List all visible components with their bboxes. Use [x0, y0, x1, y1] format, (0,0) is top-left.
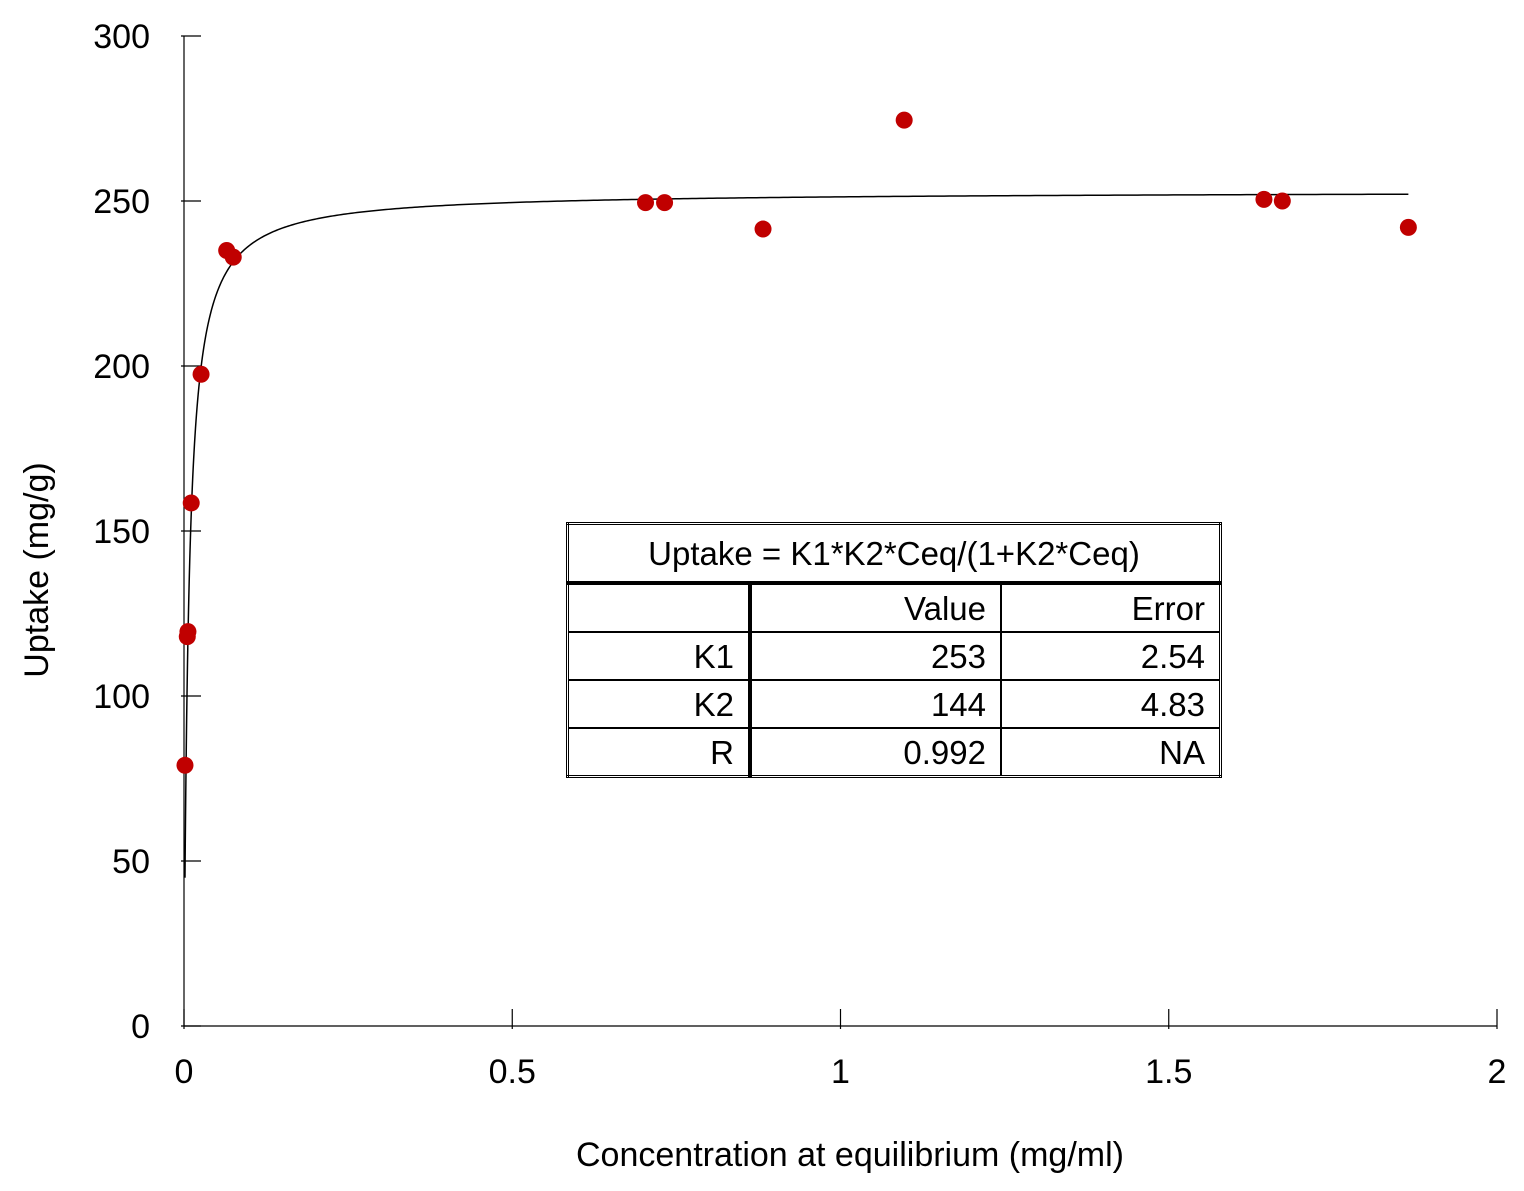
- param-value-cell: 144: [749, 679, 1002, 729]
- param-row-k2: K2 144 4.83: [566, 679, 1222, 729]
- param-value-cell: 0.992: [749, 727, 1002, 778]
- data-points: [176, 111, 1417, 774]
- y-tick-label: 150: [93, 513, 150, 551]
- y-tick-label: 0: [131, 1008, 150, 1046]
- y-tick-label: 50: [112, 843, 150, 881]
- fit-parameters-table: Uptake = K1*K2*Ceq/(1+K2*Ceq) Value Erro…: [566, 522, 1222, 778]
- x-axis-title: Concentration at equilibrium (mg/ml): [576, 1136, 1124, 1174]
- y-tick-label: 250: [93, 183, 150, 221]
- data-point: [754, 220, 772, 238]
- x-tick-label: 1.5: [1145, 1053, 1192, 1091]
- header-error-cell: Error: [1000, 582, 1222, 633]
- param-name-cell: R: [566, 727, 752, 778]
- param-error-cell: NA: [1000, 727, 1222, 778]
- data-point: [224, 248, 242, 266]
- y-tick-label: 200: [93, 348, 150, 386]
- data-point: [637, 194, 655, 212]
- fit-curve: [184, 193, 1409, 878]
- data-point: [192, 365, 210, 383]
- param-row-k1: K1 253 2.54: [566, 631, 1222, 681]
- x-axis-ticks: 0 0.5 1 1.5 2: [175, 1009, 1507, 1091]
- param-error-cell: 2.54: [1000, 631, 1222, 681]
- x-tick-label: 0.5: [489, 1053, 536, 1091]
- data-point: [182, 494, 200, 512]
- x-tick-label: 0: [175, 1053, 194, 1091]
- fit-equation: Uptake = K1*K2*Ceq/(1+K2*Ceq): [566, 522, 1222, 585]
- equation-row: Uptake = K1*K2*Ceq/(1+K2*Ceq): [566, 522, 1222, 585]
- param-name-cell: K1: [566, 631, 752, 681]
- param-value-cell: 253: [749, 631, 1002, 681]
- data-point: [656, 194, 674, 212]
- param-row-r: R 0.992 NA: [566, 727, 1222, 778]
- data-point: [179, 623, 197, 641]
- header-row: Value Error: [566, 582, 1222, 633]
- y-tick-label: 100: [93, 678, 150, 716]
- y-axis-ticks: 0 50 100 150 200 250 300: [93, 18, 201, 1046]
- param-name-cell: K2: [566, 679, 752, 729]
- header-value-cell: Value: [749, 582, 1002, 633]
- x-tick-label: 2: [1488, 1053, 1507, 1091]
- header-blank-cell: [566, 582, 752, 633]
- data-point: [1255, 190, 1273, 208]
- y-tick-label: 300: [93, 18, 150, 56]
- param-error-cell: 4.83: [1000, 679, 1222, 729]
- data-point: [895, 111, 913, 129]
- x-tick-label: 1: [831, 1053, 850, 1091]
- y-axis-title: Uptake (mg/g): [18, 462, 56, 677]
- data-point: [176, 756, 194, 774]
- data-point: [1399, 218, 1417, 236]
- data-point: [1273, 192, 1291, 210]
